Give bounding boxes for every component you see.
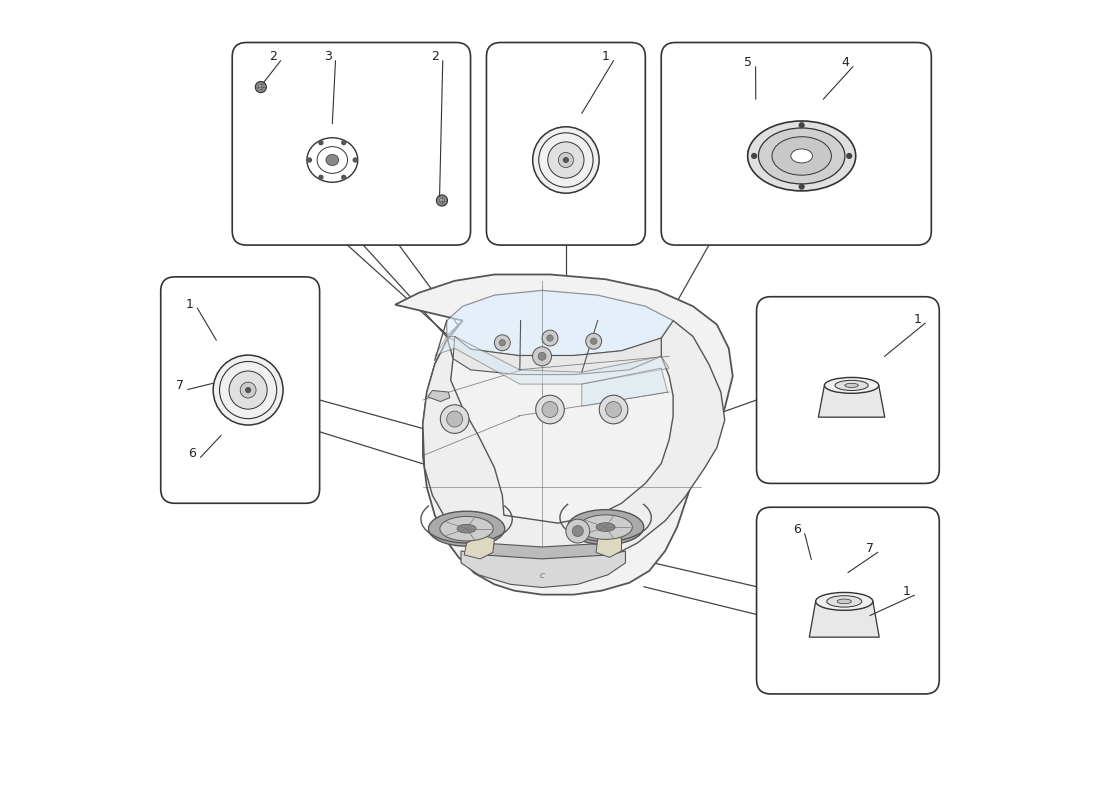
Circle shape [800, 184, 804, 189]
Ellipse shape [559, 153, 573, 167]
Text: 5: 5 [744, 56, 751, 70]
Circle shape [591, 338, 597, 344]
Text: 1: 1 [602, 50, 609, 63]
Text: 1: 1 [186, 298, 194, 310]
Polygon shape [422, 321, 725, 567]
Text: 6: 6 [793, 523, 801, 536]
Ellipse shape [240, 382, 256, 398]
Ellipse shape [837, 599, 851, 604]
Ellipse shape [748, 144, 856, 158]
Circle shape [800, 123, 804, 127]
Polygon shape [461, 551, 626, 587]
Ellipse shape [458, 524, 476, 533]
Ellipse shape [213, 355, 283, 425]
Circle shape [440, 198, 444, 203]
Circle shape [532, 346, 551, 366]
FancyBboxPatch shape [161, 277, 320, 503]
Ellipse shape [759, 128, 845, 184]
Ellipse shape [827, 596, 861, 607]
Circle shape [572, 526, 583, 537]
Polygon shape [471, 543, 617, 569]
Circle shape [563, 158, 569, 162]
Text: 2: 2 [431, 50, 439, 63]
Circle shape [547, 335, 553, 342]
Text: 4: 4 [842, 56, 849, 70]
Circle shape [542, 330, 558, 346]
FancyBboxPatch shape [757, 297, 939, 483]
Circle shape [319, 141, 323, 145]
Circle shape [440, 405, 469, 434]
Circle shape [353, 158, 358, 162]
Ellipse shape [532, 126, 600, 194]
Ellipse shape [548, 142, 584, 178]
Circle shape [319, 175, 323, 179]
Circle shape [255, 82, 266, 93]
Polygon shape [447, 290, 673, 355]
Ellipse shape [824, 378, 879, 394]
Ellipse shape [326, 154, 339, 166]
Circle shape [565, 519, 590, 543]
Circle shape [447, 411, 463, 427]
Circle shape [342, 141, 345, 145]
Circle shape [437, 195, 448, 206]
FancyBboxPatch shape [232, 42, 471, 245]
Ellipse shape [816, 593, 873, 610]
Circle shape [308, 158, 311, 162]
Polygon shape [428, 390, 450, 402]
Text: 7: 7 [866, 542, 873, 555]
Text: 1: 1 [913, 313, 922, 326]
Polygon shape [810, 602, 879, 637]
Circle shape [245, 388, 251, 393]
Circle shape [258, 85, 263, 90]
Circle shape [499, 340, 506, 346]
Circle shape [751, 154, 757, 158]
Text: C: C [540, 574, 544, 579]
Polygon shape [818, 386, 884, 417]
Circle shape [606, 402, 621, 418]
Ellipse shape [568, 510, 644, 545]
Ellipse shape [748, 121, 856, 191]
FancyBboxPatch shape [661, 42, 932, 245]
Polygon shape [464, 535, 494, 559]
Ellipse shape [440, 517, 493, 541]
Circle shape [538, 352, 546, 360]
Circle shape [586, 334, 602, 349]
Circle shape [494, 335, 510, 350]
Circle shape [847, 154, 851, 158]
Circle shape [542, 402, 558, 418]
Polygon shape [453, 337, 661, 374]
Text: 2: 2 [268, 50, 277, 63]
Text: 7: 7 [176, 379, 184, 392]
Ellipse shape [835, 380, 868, 390]
Text: 6: 6 [188, 447, 197, 460]
Ellipse shape [596, 522, 615, 531]
Circle shape [342, 175, 345, 179]
Ellipse shape [791, 149, 813, 163]
Polygon shape [596, 534, 622, 558]
Text: 1: 1 [902, 585, 911, 598]
FancyBboxPatch shape [486, 42, 646, 245]
Polygon shape [395, 274, 733, 594]
Ellipse shape [845, 383, 858, 387]
Circle shape [600, 395, 628, 424]
Ellipse shape [772, 137, 832, 175]
Ellipse shape [579, 515, 632, 539]
Polygon shape [434, 337, 669, 384]
Circle shape [536, 395, 564, 424]
Polygon shape [582, 368, 668, 406]
Ellipse shape [229, 371, 267, 409]
Text: 3: 3 [323, 50, 331, 63]
Ellipse shape [429, 511, 505, 546]
FancyBboxPatch shape [757, 507, 939, 694]
